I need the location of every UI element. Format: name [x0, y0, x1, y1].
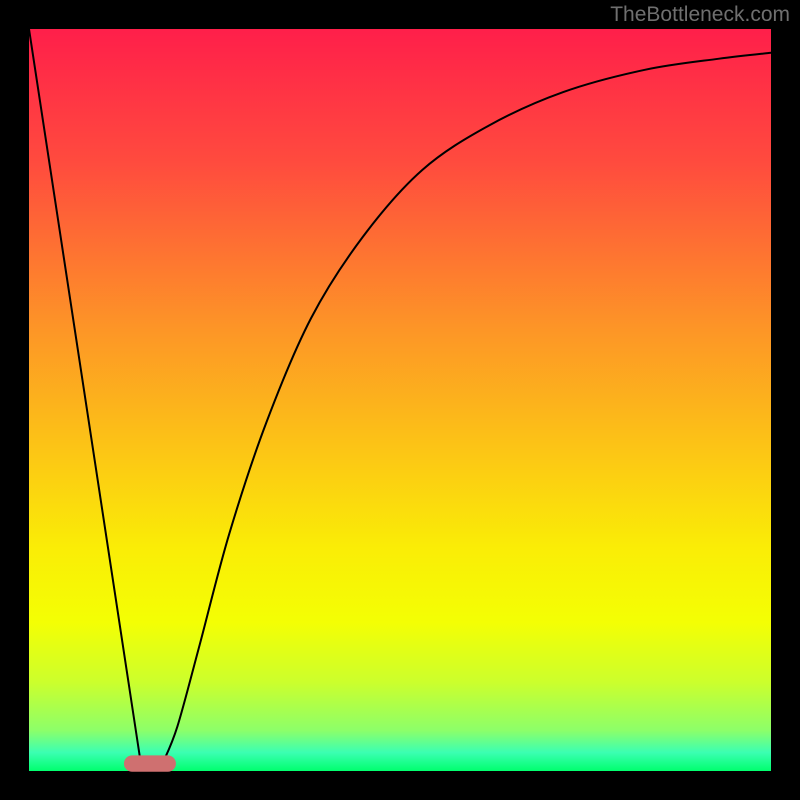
- optimum-marker: [124, 755, 176, 771]
- bottleneck-chart: TheBottleneck.com: [0, 0, 800, 800]
- plot-background: [29, 29, 771, 771]
- chart-svg: [0, 0, 800, 800]
